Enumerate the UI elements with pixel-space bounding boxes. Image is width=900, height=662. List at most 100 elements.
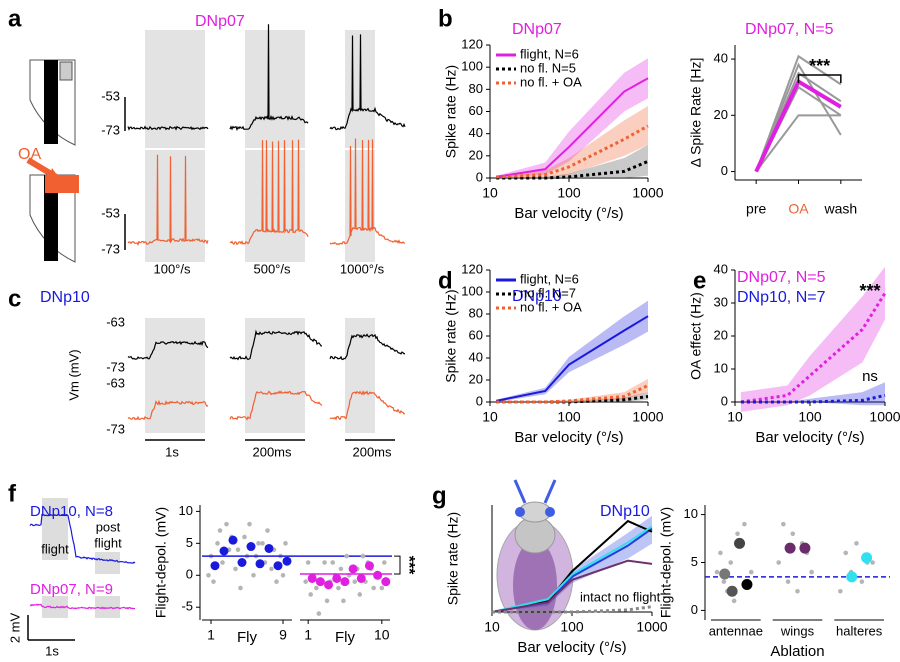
fly-mean [237, 558, 247, 567]
series-line [492, 605, 653, 614]
trial-dot [251, 572, 256, 578]
fly-mean [332, 573, 342, 583]
error-band [496, 378, 648, 402]
trial-dot [314, 585, 319, 591]
epoch-shade [42, 596, 68, 618]
series-line [496, 124, 649, 179]
trace [329, 333, 406, 361]
series-line [496, 315, 649, 402]
stim-shade [245, 318, 305, 433]
trace [127, 399, 209, 421]
trial-dot [256, 541, 261, 546]
y-tick-label: 10 [714, 360, 728, 375]
chart-title: DNp10 [600, 503, 650, 520]
panel-letter: c [8, 285, 21, 312]
trial-dot [330, 560, 336, 565]
y-label: Vm (mV) [66, 349, 81, 400]
trial-dot [215, 541, 220, 546]
trial-dot [242, 534, 247, 540]
fly-mean [364, 561, 374, 571]
y-label: Spike rate (Hz) [443, 289, 459, 382]
fly-mean [228, 535, 238, 545]
trial-dot [379, 585, 385, 591]
epoch-shade [95, 596, 120, 618]
x-tick-label: antennae [709, 623, 763, 638]
group-mean [784, 542, 796, 554]
trial-dot [220, 560, 225, 565]
fly-mean [219, 546, 229, 556]
fly-mean [340, 577, 350, 587]
series-line [491, 559, 653, 613]
significance-bracket [394, 555, 401, 575]
x-tick-label: 1000 [869, 409, 900, 425]
scale-label: -63 [106, 314, 125, 329]
trial-dot [352, 579, 358, 584]
x-label: Bar velocity (°/s) [755, 429, 864, 446]
trial-dot [224, 521, 229, 527]
fly-mean [264, 543, 274, 553]
label: DNp07 [195, 13, 245, 30]
group-mean [734, 537, 746, 549]
scale-label: 2 mV [7, 613, 22, 644]
x-label: Bar velocity (°/s) [514, 205, 623, 222]
trial-dot [718, 550, 723, 556]
legend-label: DNp10, N=7 [737, 289, 826, 306]
stim-shade [245, 30, 305, 148]
trace [329, 138, 406, 246]
epoch-shade [42, 498, 68, 560]
panel-letter: b [438, 5, 453, 32]
group-mean [741, 579, 753, 591]
annotation: ns [862, 368, 878, 385]
y-label: Flight-depol. (mV) [658, 507, 674, 618]
series-line [755, 114, 841, 173]
x-tick-label: 10 [482, 185, 498, 201]
trial-dot [838, 588, 843, 594]
label: OA [18, 146, 41, 163]
significance-bracket [797, 74, 842, 83]
legend-label: no fl. N=5 [520, 60, 576, 75]
error-band [740, 266, 885, 412]
trace [229, 329, 323, 361]
trial-dot [870, 560, 875, 565]
scale-label: -63 [106, 375, 125, 390]
label: flight [41, 541, 69, 556]
y-tick-label: 0 [476, 169, 483, 184]
legend-label: DNp07, N=5 [737, 269, 826, 286]
scale-label: -53 [101, 205, 120, 220]
trial-dot [859, 579, 865, 584]
trace [29, 513, 136, 564]
x-label: Fly [335, 629, 355, 646]
trial-dot [728, 560, 733, 565]
trial-dot [854, 541, 859, 546]
scale-label: -73 [101, 241, 120, 256]
trial-dot [269, 566, 274, 572]
series-line [755, 62, 842, 172]
x-label: Bar velocity (°/s) [517, 639, 626, 656]
fly-mean [348, 564, 358, 574]
y-tick-label: 40 [714, 51, 728, 66]
y-tick-label: 20 [714, 327, 728, 342]
x-tick-label: 10 [484, 619, 500, 635]
chart-title: DNp10 [512, 288, 562, 305]
fly-mean [356, 573, 366, 583]
trial-dot [360, 553, 366, 559]
x-tick-label: 1 [207, 627, 215, 643]
panel-letter: d [438, 267, 453, 294]
y-label: Δ Spike Rate [Hz] [688, 58, 704, 168]
x-tick-label: 1000 [632, 409, 663, 425]
x-tick-label: 10 [482, 409, 498, 425]
x-tick-label: wings [780, 623, 815, 638]
y-tick-label: 5 [186, 535, 193, 550]
scale-label: -73 [106, 421, 125, 436]
y-tick-label: 60 [469, 103, 483, 118]
y-tick-label: 30 [714, 294, 728, 309]
y-tick-label: 20 [714, 107, 728, 122]
x-tick-label: 10 [374, 627, 390, 643]
y-tick-label: 40 [714, 261, 728, 276]
y-tick-label: 80 [469, 305, 483, 320]
group-mean [719, 568, 731, 580]
fly-mean [210, 561, 220, 571]
label: DNp07, N=9 [30, 581, 113, 598]
trial-dot [714, 569, 720, 575]
scale-label: 1s [45, 643, 59, 658]
